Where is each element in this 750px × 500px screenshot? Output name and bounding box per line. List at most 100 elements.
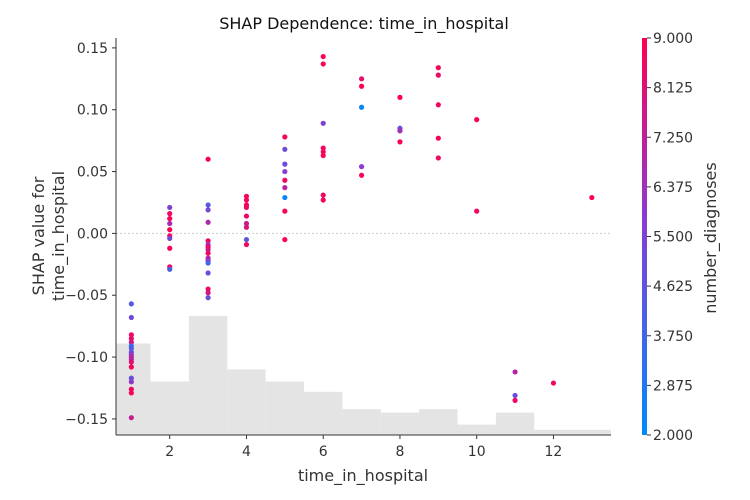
- data-point: [205, 202, 211, 208]
- histogram-bin: [188, 315, 228, 435]
- data-point: [128, 314, 134, 321]
- histogram-bin: [419, 409, 458, 435]
- data-point: [205, 207, 211, 213]
- y-tick-label: 0.10: [77, 103, 108, 119]
- y-axis-label-line: SHAP value for: [29, 176, 48, 295]
- y-tick-label: 0.00: [77, 226, 108, 242]
- colorbar-tick-label: 8.125: [653, 81, 693, 97]
- data-point: [512, 392, 518, 399]
- data-point: [243, 224, 250, 230]
- data-point: [128, 339, 134, 345]
- data-point: [128, 390, 134, 396]
- data-point: [167, 211, 173, 217]
- data-point: [550, 380, 557, 386]
- data-point: [320, 61, 326, 67]
- data-point: [435, 135, 441, 141]
- y-tick-label: 0.05: [77, 165, 108, 181]
- data-point: [205, 238, 211, 244]
- data-point: [320, 149, 326, 155]
- data-point: [205, 286, 211, 292]
- data-point: [243, 220, 250, 227]
- data-point: [128, 359, 134, 365]
- y-tick-label: 0.15: [77, 41, 108, 57]
- data-point: [128, 332, 134, 338]
- histogram-bin: [495, 412, 535, 435]
- data-point: [282, 236, 288, 243]
- histogram-bin: [150, 381, 189, 435]
- data-point: [282, 134, 288, 140]
- data-point: [474, 117, 480, 123]
- colorbar-tick-label: 4.625: [653, 279, 693, 295]
- data-point: [282, 177, 288, 183]
- data-point: [282, 194, 288, 201]
- histogram-bin: [534, 429, 573, 435]
- data-point: [320, 53, 326, 60]
- data-point: [512, 397, 518, 403]
- x-tick-label: 12: [545, 444, 563, 460]
- x-axis-ticks: 2 4 6 8 10 12: [165, 435, 562, 460]
- data-point: [358, 164, 365, 170]
- colorbar-ticks: 2.000 2.875 3.750 4.625 5.500 6.375 7.250 8.125…: [647, 31, 693, 444]
- histogram-bin: [304, 391, 343, 435]
- data-point: [320, 192, 326, 198]
- data-point: [167, 220, 173, 227]
- data-point: [167, 204, 173, 211]
- data-point: [243, 204, 250, 211]
- data-point: [243, 241, 250, 248]
- data-point: [128, 335, 134, 342]
- data-point: [128, 415, 134, 421]
- colorbar-tick-label: 2.000: [653, 428, 693, 444]
- data-point: [128, 375, 134, 381]
- x-axis-label: time_in_hospital: [298, 466, 428, 486]
- y-tick-label: −0.15: [65, 412, 108, 428]
- colorbar-label: number_diagnoses: [701, 162, 721, 313]
- y-axis-label: SHAP value fortime_in_hospital: [29, 171, 69, 301]
- data-point: [282, 208, 288, 214]
- colorbar-tick-label: 3.750: [653, 329, 693, 345]
- data-point: [435, 65, 441, 71]
- data-point: [435, 155, 441, 161]
- colorbar-tick-label: 5.500: [653, 230, 693, 246]
- data-point: [128, 345, 134, 352]
- data-point: [128, 379, 134, 385]
- data-point: [243, 213, 250, 219]
- data-point: [205, 219, 211, 225]
- data-point: [512, 369, 518, 375]
- histogram-bin: [342, 409, 381, 435]
- x-tick-label: 6: [319, 444, 328, 460]
- data-point: [167, 227, 173, 233]
- data-point: [358, 83, 365, 89]
- data-point: [397, 128, 403, 134]
- data-point: [128, 364, 134, 370]
- histogram-bin: [265, 381, 305, 435]
- data-point: [320, 145, 326, 151]
- data-point: [243, 236, 250, 243]
- y-axis-ticks: −0.15 −0.10 −0.05 0.00 0.05 0.10 0.15: [65, 41, 116, 428]
- data-point: [205, 290, 211, 296]
- histogram-bin: [380, 412, 420, 435]
- plot-axes: [115, 38, 611, 436]
- data-point: [282, 168, 288, 175]
- data-point: [167, 266, 173, 272]
- feature-histogram: [116, 315, 611, 435]
- data-point: [205, 250, 211, 256]
- data-point: [205, 260, 211, 266]
- x-tick-label: 8: [395, 444, 404, 460]
- data-point: [397, 94, 403, 100]
- data-point: [358, 172, 365, 178]
- colorbar: [642, 38, 647, 435]
- data-point: [282, 161, 288, 167]
- data-point: [282, 185, 288, 191]
- data-point: [205, 270, 211, 276]
- y-tick-label: −0.05: [65, 288, 108, 304]
- x-tick-label: 10: [468, 444, 486, 460]
- data-point: [167, 245, 173, 251]
- colorbar-tick-label: 6.375: [653, 180, 693, 196]
- data-point: [320, 197, 326, 203]
- colorbar-tick-label: 7.250: [653, 130, 693, 146]
- x-tick-label: 2: [165, 444, 174, 460]
- data-point: [128, 386, 134, 392]
- data-point: [358, 76, 365, 82]
- y-tick-label: −0.10: [65, 350, 108, 366]
